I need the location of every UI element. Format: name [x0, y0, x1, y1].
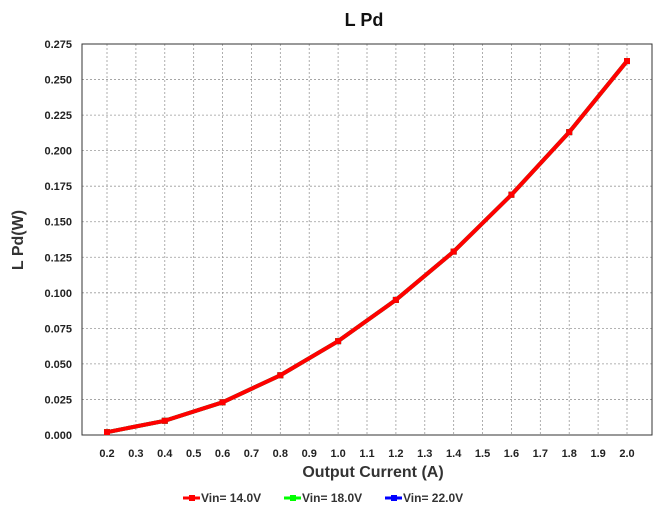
- y-tick-label: 0.250: [44, 75, 72, 87]
- legend: Vin= 14.0V Vin= 18.0V Vin= 22.0V: [183, 491, 463, 505]
- x-tick-label: 1.7: [533, 448, 548, 460]
- grid: [82, 43, 652, 435]
- data-point: [450, 248, 457, 255]
- y-tick-label: 0.275: [44, 39, 72, 51]
- x-tick-label: 0.4: [157, 448, 173, 460]
- data-point: [277, 372, 284, 379]
- x-tick-label: 1.9: [590, 448, 605, 460]
- data-point: [566, 129, 573, 136]
- y-tick-label: 0.200: [44, 146, 72, 158]
- plot-area-frame: [81, 43, 653, 436]
- x-axis-title: Output Current (A): [302, 464, 443, 481]
- x-tick-label: 2.0: [619, 448, 634, 460]
- legend-marker: [189, 495, 195, 501]
- x-tick-label: 0.9: [302, 448, 317, 460]
- x-tick-label: 0.8: [273, 448, 288, 460]
- x-tick-label: 1.8: [562, 448, 577, 460]
- y-tick-label: 0.050: [44, 359, 72, 371]
- y-tick-label: 0.175: [44, 181, 72, 193]
- data-point: [219, 399, 226, 406]
- data-point: [392, 296, 399, 303]
- series: [104, 58, 630, 436]
- legend-label: Vin= 22.0V: [403, 491, 463, 505]
- legend-label: Vin= 14.0V: [201, 491, 261, 505]
- data-point: [161, 417, 168, 424]
- legend-marker: [290, 495, 296, 501]
- y-tick-label: 0.000: [44, 430, 72, 442]
- x-tick-label: 0.5: [186, 448, 201, 460]
- x-tick-label: 0.3: [128, 448, 143, 460]
- series-line: [105, 59, 629, 435]
- legend-marker: [391, 495, 397, 501]
- x-tick-label: 1.4: [446, 448, 462, 460]
- legend-label: Vin= 18.0V: [302, 491, 362, 505]
- x-tick-label: 0.7: [244, 448, 259, 460]
- x-tick-label: 0.2: [99, 448, 114, 460]
- data-point: [335, 338, 342, 345]
- chart-title: L Pd: [345, 10, 384, 30]
- y-tick-label: 0.150: [44, 217, 72, 229]
- y-tick-label: 0.075: [44, 323, 72, 335]
- y-tick-labels: 0.000 0.025 0.050 0.075 0.100 0.125 0.150 0.175…: [44, 39, 72, 442]
- x-tick-labels: 0.2 0.3 0.4 0.5 0.6 0.7 0.8 0.9 1.0 1.1 1.2 1.3 1.4 1…: [99, 448, 634, 460]
- x-tick-label: 1.1: [359, 448, 374, 460]
- y-tick-label: 0.025: [44, 394, 72, 406]
- x-tick-label: 1.6: [504, 448, 519, 460]
- data-point: [624, 58, 630, 65]
- data-point: [104, 429, 110, 436]
- y-tick-label: 0.100: [44, 288, 72, 300]
- x-tick-label: 0.6: [215, 448, 230, 460]
- x-tick-label: 1.5: [475, 448, 490, 460]
- y-tick-label: 0.225: [44, 110, 72, 122]
- x-tick-label: 1.3: [417, 448, 432, 460]
- y-tick-label: 0.125: [44, 252, 72, 264]
- x-tick-label: 1.0: [330, 448, 345, 460]
- x-tick-label: 1.2: [388, 448, 403, 460]
- y-axis-title: L Pd(W): [10, 210, 27, 270]
- data-point: [508, 191, 515, 198]
